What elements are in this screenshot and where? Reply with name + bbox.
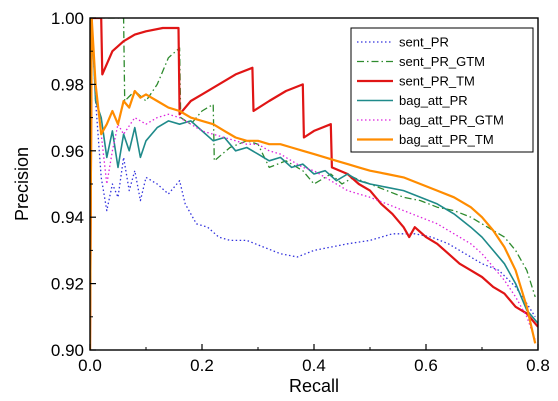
legend-label: bag_att_PR_GTM — [399, 113, 504, 128]
y-tick-label: 0.96 — [51, 142, 84, 161]
series-line-bag-att-PR-TM — [90, 18, 537, 350]
series-line-bag-att-PR-GTM — [90, 18, 536, 350]
x-tick-label: 0.8 — [526, 356, 550, 375]
x-axis-title: Recall — [289, 376, 339, 396]
series-line-sent-PR-TM — [90, 18, 538, 350]
x-tick-label: 0.0 — [78, 356, 102, 375]
legend: sent_PR sent_PR_GTM sent_PR_TM bag_att_PRba… — [350, 27, 534, 153]
y-tick-label: 0.98 — [51, 75, 84, 94]
series-layer — [90, 18, 538, 350]
y-tick-label: 0.90 — [51, 341, 84, 360]
x-tick-label: 0.4 — [302, 356, 326, 375]
legend-box — [350, 27, 534, 153]
ticks-layer: 0.0 0.2 0.4 0.6 0.8 0.90 0.92 0.94 0.96 0.98 1.00 — [51, 9, 550, 375]
y-axis-title: Precision — [12, 147, 32, 221]
series-line-sent-PR-GTM — [90, 18, 536, 350]
legend-label: bag_att_PR — [399, 93, 468, 108]
legend-label: sent_PR_TM — [399, 74, 475, 89]
y-tick-label: 0.94 — [51, 208, 84, 227]
series-line-sent-PR — [90, 18, 536, 350]
x-tick-label: 0.6 — [414, 356, 438, 375]
legend-label: sent_PR_GTM — [399, 54, 485, 69]
legend-label: sent_PR — [399, 35, 449, 50]
x-tick-label: 0.2 — [190, 356, 214, 375]
y-tick-label: 0.92 — [51, 275, 84, 294]
series-line-bag-att-PR — [90, 18, 538, 350]
legend-label: bag_att_PR_TM — [399, 132, 494, 147]
y-tick-label: 1.00 — [51, 9, 84, 28]
